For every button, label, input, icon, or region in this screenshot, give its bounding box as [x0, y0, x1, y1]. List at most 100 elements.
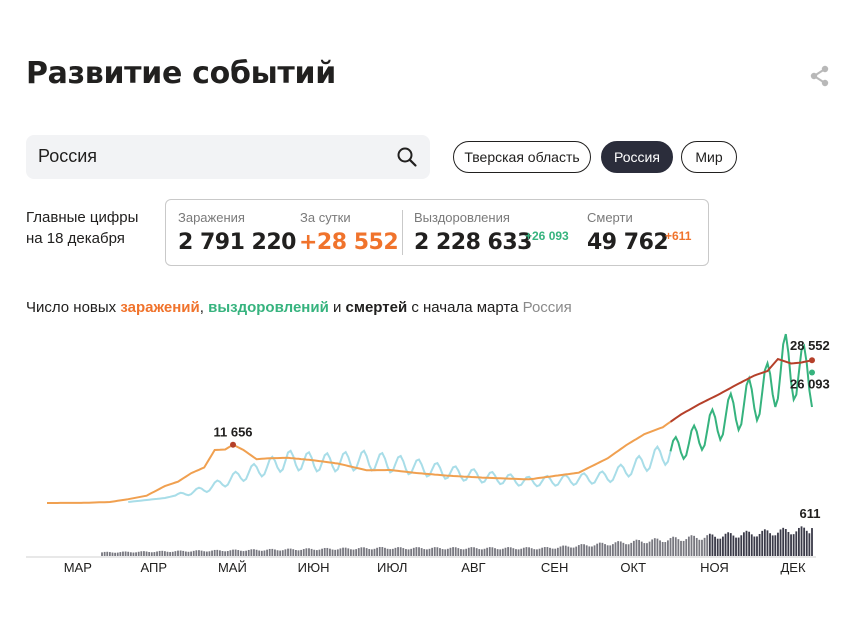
deaths-bar	[473, 547, 475, 556]
deaths-bar	[292, 549, 295, 556]
deaths-bar	[562, 545, 565, 556]
deaths-bar	[169, 552, 172, 556]
deaths-bar	[706, 535, 709, 556]
deaths-bar	[108, 552, 111, 556]
deaths-bar	[166, 551, 169, 556]
deaths-bar	[190, 551, 192, 556]
deaths-bar	[436, 547, 439, 556]
recoveries-line-early	[128, 444, 672, 503]
deaths-bar	[769, 533, 771, 556]
deaths-bar	[360, 547, 363, 556]
deaths-bar	[687, 536, 690, 556]
deaths-bar	[420, 548, 423, 556]
deaths-delta: +611	[665, 229, 692, 243]
deaths-bar	[386, 548, 389, 556]
month-ticks: МАР АПР МАЙ ИЮН ИЮЛ АВГ СЕН ОКТ НОЯ ДЕК	[64, 560, 806, 575]
deaths-bar	[690, 535, 693, 556]
deaths-bar	[517, 549, 520, 556]
deaths-bar	[245, 550, 248, 556]
deaths-bar	[402, 548, 405, 556]
deaths-bar	[428, 548, 431, 556]
infections-value-label: 28 552	[790, 338, 830, 353]
summary-caption-date: на 18 декабря	[26, 230, 125, 247]
deaths-bar	[808, 533, 811, 556]
deaths-bar	[237, 550, 240, 556]
deaths-bar	[263, 550, 266, 556]
series-lines	[47, 333, 813, 504]
deaths-bar	[693, 535, 696, 556]
deaths-bar	[533, 549, 536, 556]
deaths-bar	[648, 541, 651, 556]
recoveries-delta: +26 093	[525, 229, 569, 243]
deaths-bar	[397, 547, 399, 556]
deaths-bar	[457, 548, 460, 556]
deaths-bar	[651, 539, 654, 556]
deaths-bar	[496, 549, 499, 556]
deaths-bar	[198, 550, 200, 556]
deaths-bar	[703, 537, 706, 556]
deaths-bar	[410, 548, 413, 556]
chart-markers: 11 656 28 552 26 093 611	[213, 338, 829, 521]
deaths-bar	[381, 547, 384, 556]
deaths-bar	[150, 552, 153, 556]
deaths-bar	[271, 548, 274, 556]
deaths-bar	[334, 549, 337, 556]
deaths-bar	[546, 547, 549, 556]
deaths-bar	[415, 547, 418, 556]
deaths-bar	[258, 550, 261, 556]
recoveries-value: 2 228 633	[414, 230, 532, 255]
deaths-bar	[308, 548, 310, 556]
deaths-bar	[501, 548, 504, 556]
deaths-bar	[465, 548, 468, 556]
region-search-input[interactable]: Россия	[26, 135, 430, 179]
deaths-bar	[454, 547, 457, 556]
covid-chart: МАР АПР МАЙ ИЮН ИЮЛ АВГ СЕН ОКТ НОЯ ДЕК 11 656 28 …	[26, 333, 830, 575]
share-icon[interactable]	[808, 64, 832, 88]
deaths-bar	[750, 534, 753, 556]
region-pill-russia[interactable]: Россия	[601, 141, 673, 173]
deaths-bar	[483, 548, 486, 556]
deaths-bar	[384, 547, 386, 556]
deaths-bar	[486, 547, 489, 556]
subtitle-and: и	[328, 299, 346, 316]
deaths-label: Смерти	[587, 210, 633, 225]
search-icon[interactable]	[396, 146, 418, 168]
subtitle-region: Россия	[522, 299, 572, 316]
deaths-bar	[184, 551, 187, 556]
x-tick-label: ИЮЛ	[377, 560, 407, 575]
region-pill-world[interactable]: Мир	[681, 141, 737, 173]
region-pill-tver[interactable]: Тверская область	[453, 141, 591, 173]
deaths-bar	[580, 544, 583, 556]
x-tick-label: ИЮН	[298, 560, 330, 575]
x-tick-label: АВГ	[461, 560, 485, 575]
deaths-bar	[253, 549, 255, 556]
deaths-bar	[763, 529, 766, 556]
deaths-bar	[588, 546, 591, 556]
deaths-bar	[491, 547, 494, 556]
deaths-bar	[512, 548, 515, 556]
deaths-bar	[119, 552, 122, 556]
deaths-bar	[449, 547, 452, 556]
deaths-bar	[779, 529, 782, 556]
deaths-bar	[504, 547, 507, 556]
deaths-bar	[200, 550, 203, 556]
deaths-bar	[182, 550, 185, 556]
deaths-bar	[255, 549, 258, 556]
deaths-bar	[722, 536, 724, 556]
deaths-bar	[211, 550, 213, 556]
deaths-bar	[145, 551, 148, 556]
deaths-bar	[774, 535, 777, 556]
deaths-bar	[528, 547, 530, 556]
deaths-bar	[577, 545, 580, 556]
deaths-bar	[798, 527, 800, 556]
deaths-bar	[748, 531, 751, 556]
deaths-bar	[640, 541, 643, 556]
deaths-bar	[418, 547, 420, 556]
summary-caption: Главные цифры на 18 декабря	[26, 207, 138, 249]
deaths-bar	[777, 532, 779, 556]
infections-label: Заражения	[178, 210, 245, 225]
deaths-bar	[266, 549, 268, 556]
search-value: Россия	[38, 146, 98, 166]
subtitle-infections: заражений	[120, 299, 200, 316]
deaths-bar	[297, 550, 300, 556]
